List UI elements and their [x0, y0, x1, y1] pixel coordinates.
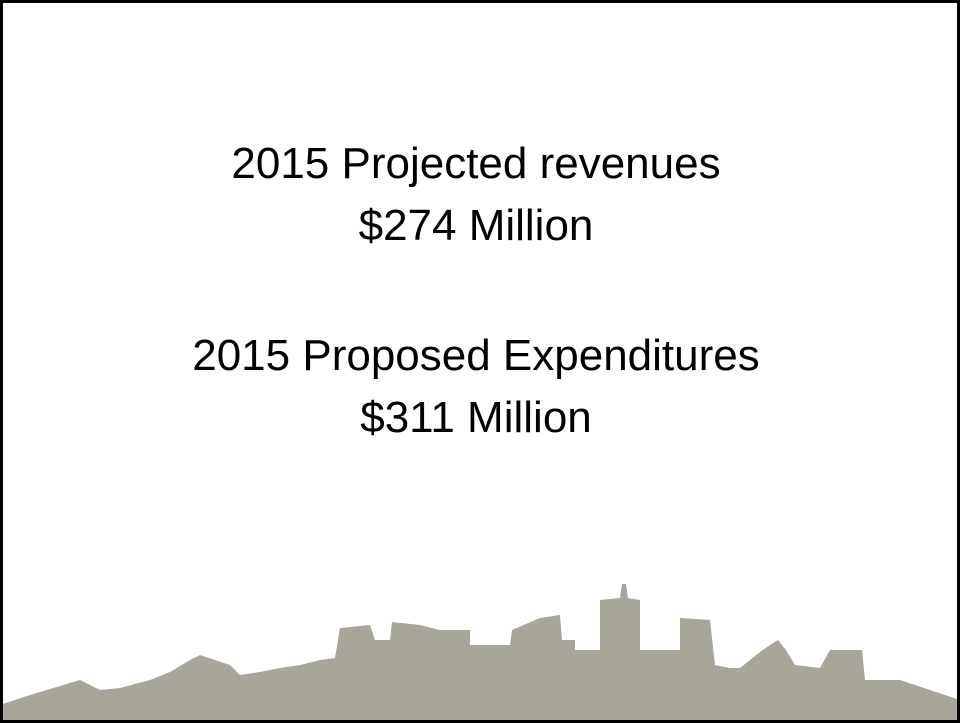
revenue-label: 2015 Projected revenues [231, 139, 720, 188]
expenditure-label: 2015 Proposed Expenditures [192, 331, 760, 380]
revenue-amount: $274 Million [359, 201, 594, 250]
expenditure-amount: $311 Million [360, 393, 592, 442]
skyline [0, 584, 960, 723]
